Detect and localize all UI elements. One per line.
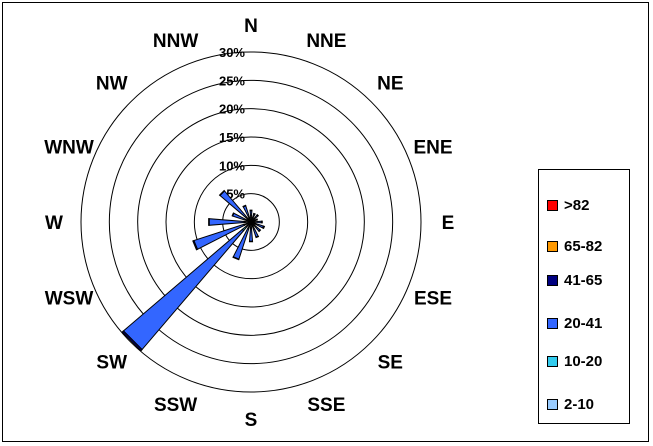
direction-label-w: W	[45, 213, 63, 234]
petal-SE-41-65	[258, 229, 262, 233]
petal-NNW-41-65	[242, 204, 247, 208]
petal-E-20-41	[254, 220, 263, 224]
direction-label-nne: NNE	[306, 31, 346, 52]
direction-label-nnw: NNW	[153, 31, 198, 52]
petal-N-41-65	[249, 209, 253, 212]
petal-N-20-41	[249, 210, 253, 218]
ring-label: 30%	[219, 45, 245, 60]
direction-label-s: S	[245, 410, 258, 431]
legend-item-2-10: 2-10	[547, 395, 594, 413]
direction-label-wnw: WNW	[44, 138, 94, 159]
legend-item-10-20: 10-20	[547, 352, 602, 370]
legend-label: 65-82	[564, 237, 603, 255]
ring-15	[165, 136, 337, 308]
legend-item-65-82: 65-82	[547, 237, 602, 255]
petal-ENE-20-41	[253, 218, 259, 222]
direction-label-sse: SSE	[307, 395, 345, 416]
direction-label-se: SE	[378, 352, 403, 373]
legend-label: 20-41	[564, 314, 603, 332]
petal-SSE-41-65	[255, 235, 260, 239]
legend-label: 41-65	[564, 271, 603, 289]
petal-W-10-20	[243, 220, 250, 224]
legend-swatch	[547, 240, 558, 252]
legend-label: 2-10	[564, 395, 595, 413]
ring-label: 25%	[219, 73, 245, 88]
ring-label: 10%	[219, 158, 245, 173]
ring-30	[80, 51, 422, 393]
direction-label-wsw: WSW	[45, 288, 94, 309]
direction-label-ne: NE	[377, 74, 403, 95]
legend-item-41-65: 41-65	[547, 271, 602, 289]
petal-WSW-41-65	[192, 239, 199, 251]
legend-label: 10-20	[564, 352, 603, 370]
ring-label: 20%	[219, 102, 245, 117]
direction-label-n: N	[244, 16, 258, 37]
ring-10	[193, 164, 309, 280]
legend: >82 65-82 41-65 20-41 10-20 2-10	[538, 169, 630, 424]
legend-swatch	[547, 317, 558, 329]
direction-label-ese: ESE	[414, 288, 452, 309]
petal-E-41-65	[261, 220, 263, 224]
direction-label-sw: SW	[96, 352, 127, 373]
direction-label-nw: NW	[96, 74, 128, 95]
petal-NE-41-65	[256, 213, 260, 217]
legend-item-20-41: 20-41	[547, 314, 602, 332]
petal-S-20-41	[248, 226, 254, 242]
ring-label: 15%	[219, 130, 245, 145]
direction-label-ene: ENE	[413, 138, 452, 159]
petal-WNW-41-65	[231, 212, 235, 217]
ring-25	[108, 79, 394, 365]
legend-item-gt82: >82	[547, 196, 589, 214]
petal-NNE-41-65	[253, 212, 256, 216]
legend-label: >82	[564, 196, 590, 214]
direction-label-ssw: SSW	[154, 395, 197, 416]
petal-S-41-65	[248, 240, 254, 243]
petal-ESE-41-65	[261, 225, 266, 230]
direction-label-e: E	[442, 213, 455, 234]
petal-SW-41-65	[121, 330, 143, 352]
ring-20	[137, 108, 365, 336]
legend-swatch	[547, 398, 558, 410]
petal-SW-20-41	[122, 228, 245, 351]
petal-SSW-41-65	[232, 256, 240, 261]
petal-W-41-65	[208, 218, 210, 226]
legend-swatch	[547, 274, 558, 286]
petal-W-20-41	[208, 218, 245, 226]
petal-NW-41-65	[218, 189, 226, 197]
legend-swatch	[547, 199, 558, 211]
legend-swatch	[547, 355, 558, 367]
